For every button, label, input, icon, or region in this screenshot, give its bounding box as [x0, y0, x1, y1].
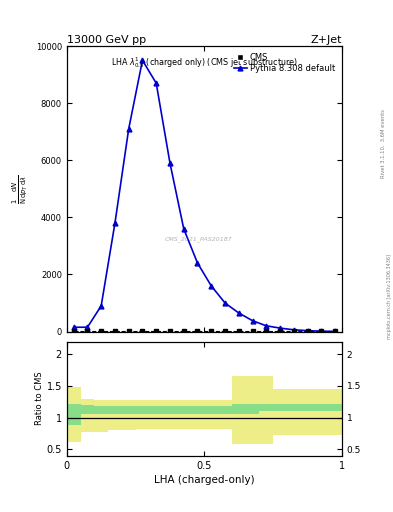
CMS	[168, 328, 173, 334]
Text: LHA $\lambda^{1}_{0.5}$ (charged only) (CMS jet substructure): LHA $\lambda^{1}_{0.5}$ (charged only) (…	[111, 55, 298, 70]
Pythia 8.308 default	[292, 327, 296, 333]
CMS	[72, 328, 76, 334]
Y-axis label: $\frac{1}{\mathrm{N}}\frac{\mathrm{d}N}{\mathrm{d}p_T\,\mathrm{d}\lambda}$: $\frac{1}{\mathrm{N}}\frac{\mathrm{d}N}{…	[11, 174, 30, 204]
CMS	[333, 328, 338, 334]
Pythia 8.308 default	[333, 328, 338, 334]
Text: mcplots.cern.ch [arXiv:1306.3436]: mcplots.cern.ch [arXiv:1306.3436]	[387, 254, 391, 339]
CMS	[278, 328, 283, 334]
Text: CMS_2021_PAS20187: CMS_2021_PAS20187	[165, 236, 233, 242]
Pythia 8.308 default	[237, 310, 241, 316]
Text: Z+Jet: Z+Jet	[310, 35, 342, 45]
Pythia 8.308 default	[99, 303, 104, 309]
CMS	[85, 328, 90, 334]
CMS	[250, 328, 255, 334]
Legend: CMS, Pythia 8.308 default: CMS, Pythia 8.308 default	[231, 50, 338, 76]
Pythia 8.308 default	[319, 328, 324, 334]
CMS	[113, 328, 118, 334]
Pythia 8.308 default	[72, 324, 76, 330]
Text: Rivet 3.1.10,  3.6M events: Rivet 3.1.10, 3.6M events	[381, 109, 386, 178]
CMS	[292, 328, 296, 334]
Y-axis label: Ratio to CMS: Ratio to CMS	[35, 372, 44, 425]
Text: 13000 GeV pp: 13000 GeV pp	[67, 35, 146, 45]
Pythia 8.308 default	[140, 57, 145, 63]
Pythia 8.308 default	[209, 283, 214, 289]
CMS	[99, 328, 104, 334]
CMS	[305, 328, 310, 334]
Pythia 8.308 default	[305, 328, 310, 334]
Pythia 8.308 default	[154, 80, 159, 86]
CMS	[319, 328, 324, 334]
Pythia 8.308 default	[127, 126, 131, 132]
Pythia 8.308 default	[250, 317, 255, 324]
Line: CMS: CMS	[72, 329, 337, 333]
CMS	[209, 328, 214, 334]
CMS	[237, 328, 241, 334]
CMS	[195, 328, 200, 334]
CMS	[154, 328, 159, 334]
Pythia 8.308 default	[182, 226, 186, 232]
Pythia 8.308 default	[85, 324, 90, 330]
CMS	[182, 328, 186, 334]
Pythia 8.308 default	[264, 323, 269, 329]
X-axis label: LHA (charged-only): LHA (charged-only)	[154, 475, 255, 485]
Pythia 8.308 default	[168, 160, 173, 166]
CMS	[264, 328, 269, 334]
Pythia 8.308 default	[195, 260, 200, 266]
CMS	[222, 328, 227, 334]
Pythia 8.308 default	[222, 300, 227, 306]
Pythia 8.308 default	[113, 220, 118, 226]
Pythia 8.308 default	[278, 325, 283, 331]
CMS	[127, 328, 131, 334]
Line: Pythia 8.308 default: Pythia 8.308 default	[71, 58, 338, 334]
CMS	[140, 328, 145, 334]
